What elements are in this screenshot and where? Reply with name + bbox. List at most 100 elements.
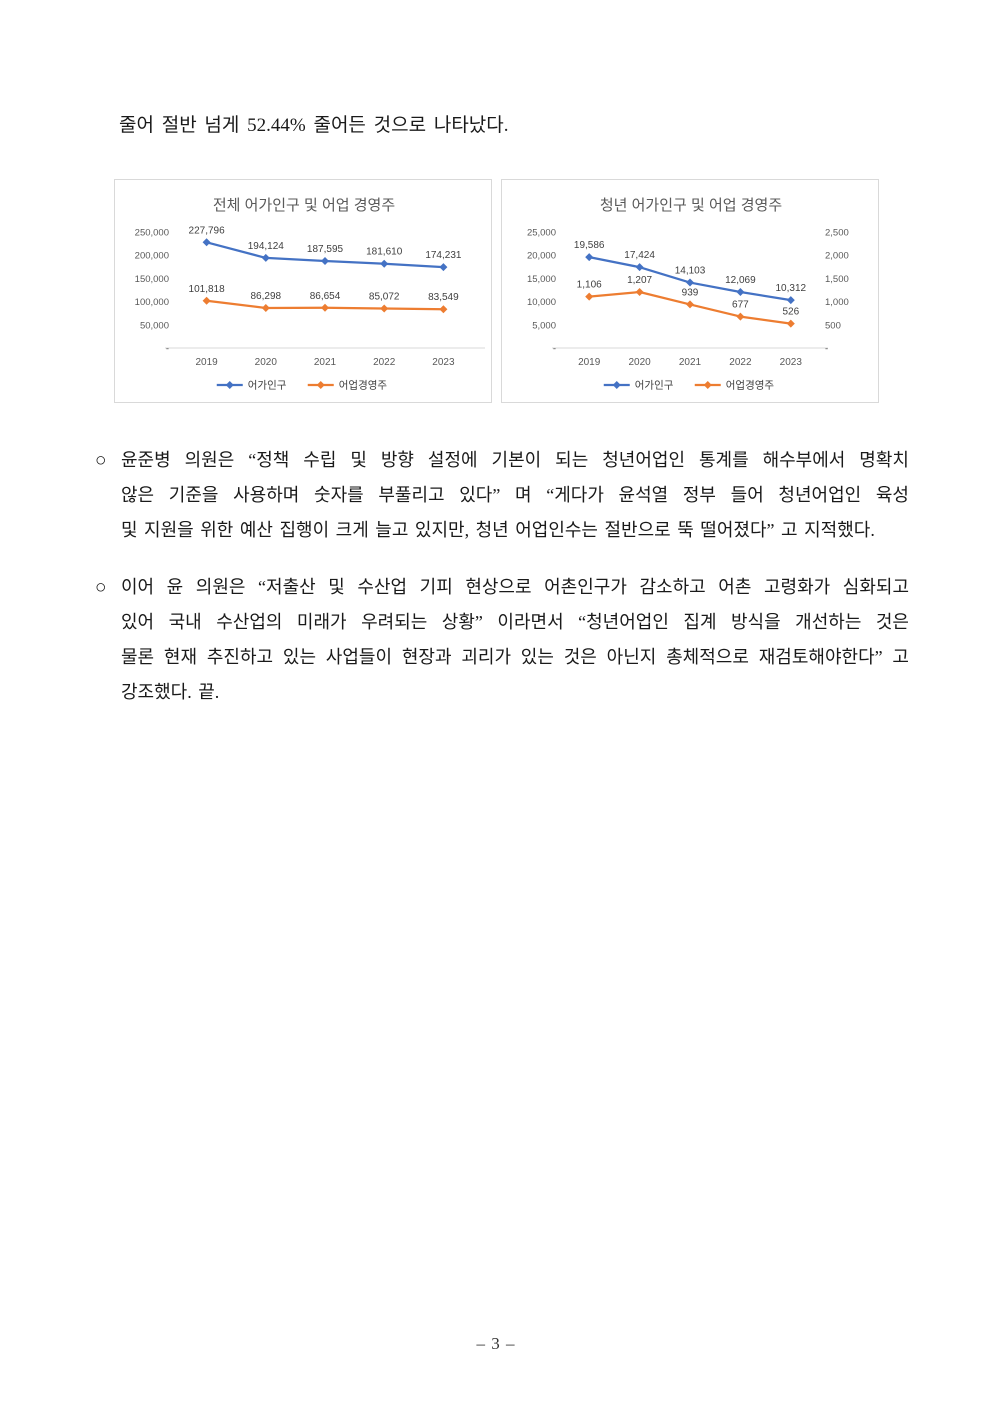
youth-fishery-chart-svg: 청년 어가인구 및 어업 경영주 - 5,000 10,000 15,000 20,000… bbox=[527, 197, 849, 392]
series-marker-어가인구 bbox=[585, 253, 594, 262]
y-axis-tick-right: - bbox=[825, 344, 828, 355]
y-axis-tick-left: 20,000 bbox=[527, 251, 556, 262]
paragraph-line: 윤준병 의원은 “정책 수립 및 방향 설정에 기본이 되는 청년어업인 통계를… bbox=[121, 450, 909, 470]
data-label: 1,207 bbox=[627, 275, 652, 286]
data-label: 227,796 bbox=[189, 225, 226, 236]
data-label: 14,103 bbox=[675, 266, 706, 277]
y-axis-tick-left: 150,000 bbox=[135, 274, 169, 285]
legend-item-어업경영주: 어업경영주 bbox=[307, 379, 388, 392]
x-axis-tick: 2023 bbox=[780, 357, 803, 368]
y-axis-tick-left: 200,000 bbox=[135, 251, 169, 262]
legend-label: 어가인구 bbox=[248, 380, 287, 392]
data-label: 181,610 bbox=[366, 247, 403, 258]
x-axis-tick: 2021 bbox=[679, 357, 702, 368]
data-label: 101,818 bbox=[189, 284, 226, 295]
series-marker-어업경영주 bbox=[202, 296, 211, 305]
legend-label: 어가인구 bbox=[635, 380, 674, 392]
y-axis-tick-right: 1,000 bbox=[825, 297, 849, 308]
x-axis-tick: 2021 bbox=[314, 357, 337, 368]
series-marker-어업경영주 bbox=[439, 305, 448, 314]
charts-row: 전체 어가인구 및 어업 경영주 - 50,000 100,000 150,000 200… bbox=[114, 179, 879, 403]
series-marker-어업경영주 bbox=[380, 304, 389, 313]
legend-label: 어업경영주 bbox=[726, 379, 775, 392]
paragraph-line: 있어 국내 수산업의 미래가 우려되는 상황” 이라면서 “청년어업인 집계 방… bbox=[121, 612, 909, 632]
paragraph-line: 및 지원을 위한 예산 집행이 크게 늘고 있지만, 청년 어업인수는 절반으로… bbox=[121, 520, 875, 540]
x-axis-tick: 2023 bbox=[432, 357, 455, 368]
series-marker-어업경영주 bbox=[635, 287, 644, 296]
y-axis-tick-right: 2,000 bbox=[825, 251, 849, 262]
y-axis-tick-left: 100,000 bbox=[135, 297, 169, 308]
data-label: 1,106 bbox=[577, 280, 602, 291]
y-axis-tick-left: 15,000 bbox=[527, 274, 556, 285]
total-fishery-chart: 전체 어가인구 및 어업 경영주 - 50,000 100,000 150,000 200… bbox=[114, 179, 492, 403]
y-axis-tick-left: 10,000 bbox=[527, 297, 556, 308]
legend-marker bbox=[703, 381, 712, 389]
series-marker-어가인구 bbox=[380, 259, 389, 268]
data-label: 939 bbox=[682, 287, 699, 298]
body-paragraphs: ○ 윤준병 의원은 “정책 수립 및 방향 설정에 기본이 되는 청년어업인 통계… bbox=[95, 443, 909, 710]
paragraph-line: 이어 윤 의원은 “저출산 및 수산업 기피 현상으로 어촌인구가 감소하고 어… bbox=[121, 577, 909, 597]
paragraph-2: ○ 이어 윤 의원은 “저출산 및 수산업 기피 현상으로 어촌인구가 감소하고 … bbox=[95, 570, 909, 710]
legend-marker bbox=[225, 381, 234, 389]
paragraph-line: 강조했다. 끝. bbox=[121, 682, 220, 702]
data-label: 174,231 bbox=[425, 250, 462, 261]
y-axis-tick-right: 2,500 bbox=[825, 228, 849, 239]
series-marker-어가인구 bbox=[786, 296, 795, 305]
y-axis-tick-right: 1,500 bbox=[825, 274, 849, 285]
bullet-marker: ○ bbox=[95, 577, 107, 598]
series-marker-어업경영주 bbox=[261, 303, 270, 312]
data-label: 19,586 bbox=[574, 240, 605, 251]
y-axis-tick-left: 250,000 bbox=[135, 228, 169, 239]
series-marker-어가인구 bbox=[321, 256, 329, 265]
x-axis-tick: 2022 bbox=[729, 357, 752, 368]
data-label: 17,424 bbox=[624, 250, 655, 261]
legend-item-어가인구: 어가인구 bbox=[603, 380, 674, 392]
chart-title: 전체 어가인구 및 어업 경영주 bbox=[213, 197, 395, 214]
data-label: 86,298 bbox=[251, 291, 282, 302]
series-marker-어업경영주 bbox=[736, 312, 745, 321]
x-axis-tick: 2019 bbox=[578, 357, 601, 368]
x-axis-tick: 2020 bbox=[255, 357, 278, 368]
series-marker-어가인구 bbox=[736, 287, 745, 296]
series-marker-어가인구 bbox=[439, 263, 448, 272]
y-axis-tick-left: 50,000 bbox=[140, 320, 169, 331]
y-axis-tick-left: - bbox=[553, 344, 556, 355]
series-marker-어업경영주 bbox=[786, 319, 795, 328]
legend-marker bbox=[612, 381, 621, 389]
youth-fishery-chart: 청년 어가인구 및 어업 경영주 - 5,000 10,000 15,000 20,000… bbox=[501, 179, 879, 403]
intro-sentence: 줄어 절반 넘게 52.44% 줄어든 것으로 나타났다. bbox=[119, 115, 509, 136]
x-axis-tick: 2020 bbox=[628, 357, 651, 368]
legend-marker bbox=[316, 381, 325, 389]
data-label: 677 bbox=[732, 300, 749, 311]
y-axis-tick-right: 500 bbox=[825, 320, 841, 331]
data-label: 85,072 bbox=[369, 292, 400, 303]
chart-title: 청년 어가인구 및 어업 경영주 bbox=[600, 197, 782, 214]
data-label: 526 bbox=[782, 307, 799, 318]
data-label: 12,069 bbox=[725, 275, 756, 286]
legend-item-어가인구: 어가인구 bbox=[216, 380, 287, 392]
data-label: 194,124 bbox=[248, 241, 285, 252]
paragraph-1: ○ 윤준병 의원은 “정책 수립 및 방향 설정에 기본이 되는 청년어업인 통계… bbox=[95, 443, 909, 548]
y-axis-tick-left: 25,000 bbox=[527, 228, 556, 239]
series-marker-어가인구 bbox=[202, 238, 211, 247]
series-marker-어업경영주 bbox=[585, 292, 594, 301]
series-marker-어업경영주 bbox=[686, 300, 694, 309]
series-marker-어업경영주 bbox=[321, 303, 329, 312]
data-label: 86,654 bbox=[310, 291, 341, 302]
legend-item-어업경영주: 어업경영주 bbox=[694, 379, 775, 392]
data-label: 83,549 bbox=[428, 292, 459, 303]
x-axis-tick: 2019 bbox=[195, 357, 218, 368]
data-label: 187,595 bbox=[307, 244, 344, 255]
series-marker-어가인구 bbox=[261, 253, 270, 262]
y-axis-tick-left: - bbox=[166, 344, 169, 355]
series-marker-어가인구 bbox=[686, 278, 694, 287]
paragraph-line: 않은 기준을 사용하며 숫자를 부풀리고 있다” 며 “게다가 윤석열 정부 들… bbox=[121, 485, 909, 505]
bullet-marker: ○ bbox=[95, 450, 107, 471]
paragraph-line: 물론 현재 추진하고 있는 사업들이 현장과 괴리가 있는 것은 아닌지 총체적… bbox=[121, 647, 909, 667]
x-axis-tick: 2022 bbox=[373, 357, 396, 368]
page-number: – 3 – bbox=[476, 1334, 516, 1353]
y-axis-tick-left: 5,000 bbox=[532, 320, 556, 331]
data-label: 10,312 bbox=[776, 283, 807, 294]
legend-label: 어업경영주 bbox=[339, 379, 388, 392]
